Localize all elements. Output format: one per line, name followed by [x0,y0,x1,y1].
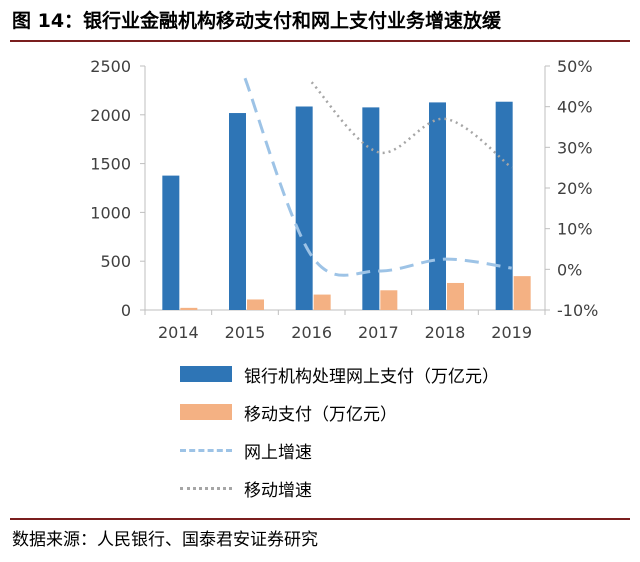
y-tick-label-left: 2500 [90,57,131,76]
x-tick-label: 2015 [225,323,266,342]
x-tick-label: 2016 [291,323,332,342]
legend-item-online-growth: 网上增速 [180,431,600,469]
bar-bank-payment [295,106,313,310]
y-tick-label-right: 0% [557,260,582,279]
y-tick-label-right: 20% [557,179,593,198]
y-tick-label-right: 30% [557,138,593,157]
bar-mobile-payment [313,294,331,310]
y-tick-label-left: 0 [121,301,131,320]
bar-bank-payment [229,113,246,310]
y-tick-label-right: 10% [557,220,593,239]
y-tick-label-right: 40% [557,98,593,117]
x-tick-label: 2017 [358,323,399,342]
legend-swatch-bank [180,366,232,382]
legend-swatch-online-growth [180,448,232,452]
y-tick-label-left: 500 [100,252,131,271]
bar-mobile-payment [180,307,198,310]
bar-bank-payment [495,101,513,310]
legend-swatch-mobile [180,404,232,420]
y-tick-label-left: 1500 [90,155,131,174]
line-online-growth [243,77,512,277]
bar-bank-payment [162,175,180,310]
legend-swatch-mobile-growth [180,486,232,490]
figure-title: 图 14：银行业金融机构移动支付和网上支付业务增速放缓 [12,10,502,32]
y-tick-label-left: 1000 [90,203,131,222]
bar-mobile-payment [380,290,398,310]
x-tick-label: 2014 [158,323,199,342]
y-tick-label-right: 50% [557,57,593,76]
x-tick-label: 2019 [491,323,532,342]
y-tick-label-right: -10% [557,301,598,320]
y-tick-label-left: 2000 [90,106,131,125]
bar-mobile-payment [247,299,264,310]
bar-mobile-payment [513,276,531,310]
source-note: 数据来源：人民银行、国泰君安证券研究 [12,530,318,550]
bar-bank-payment [362,107,380,310]
x-tick-label: 2018 [425,323,466,342]
legend-label-mobile: 移动支付（万亿元） [244,404,397,425]
legend-item-bank: 银行机构处理网上支付（万亿元） [180,355,600,393]
legend-label-bank: 银行机构处理网上支付（万亿元） [244,366,499,387]
bar-bank-payment [429,102,446,310]
legend-label-online-growth: 网上增速 [244,442,312,463]
chart: 0 500 1000 1500 2000 2500 -10% 0% 10% 20% 30% 40% 50… [90,57,598,342]
source-rule [10,518,630,520]
legend-label-mobile-growth: 移动增速 [244,480,312,501]
bar-mobile-payment [447,282,464,310]
legend-item-mobile-growth: 移动增速 [180,469,600,507]
title-rule [10,40,630,42]
legend-item-mobile: 移动支付（万亿元） [180,393,600,431]
chart-legend: 银行机构处理网上支付（万亿元） 移动支付（万亿元） 网上增速 移动增速 [180,355,600,507]
line-mobile-growth [310,81,513,169]
